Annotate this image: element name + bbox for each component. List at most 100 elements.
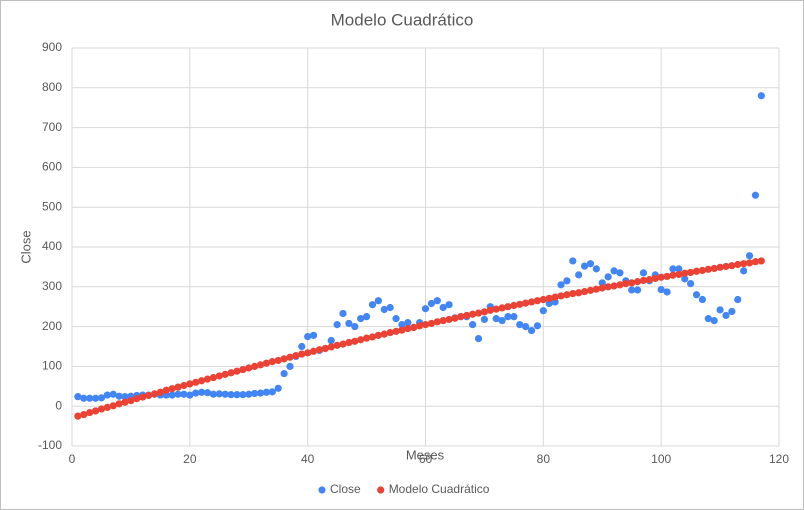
data-point: [569, 289, 577, 298]
data-point: [469, 310, 477, 318]
data-point: [598, 279, 606, 287]
x-tick-label: 100: [651, 452, 671, 466]
data-point: [616, 269, 624, 277]
data-point: [527, 326, 536, 335]
data-point: [492, 305, 500, 313]
data-point: [757, 257, 765, 265]
data-point: [745, 259, 754, 267]
data-point: [115, 392, 123, 400]
data-point: [333, 341, 341, 349]
data-point: [404, 319, 412, 327]
y-tick-label: 800: [42, 80, 62, 94]
data-point: [551, 293, 559, 301]
data-point: [745, 252, 754, 260]
data-point: [115, 400, 123, 408]
data-point: [339, 309, 347, 318]
data-point: [215, 372, 223, 380]
data-point: [433, 297, 441, 305]
data-point: [598, 284, 606, 292]
legend-label: Close: [330, 482, 361, 496]
data-point: [162, 386, 170, 394]
data-point: [669, 271, 677, 279]
data-point: [262, 359, 271, 367]
data-point: [580, 262, 589, 270]
data-point: [516, 300, 524, 308]
data-point: [651, 274, 659, 283]
x-tick-label: 20: [183, 452, 197, 466]
data-point: [681, 269, 689, 277]
data-point: [545, 299, 553, 308]
data-point: [368, 301, 377, 309]
data-point: [109, 390, 117, 398]
data-point: [751, 191, 760, 199]
data-point: [74, 393, 82, 401]
data-point: [716, 263, 724, 271]
data-point: [457, 313, 465, 321]
y-tick-label: 900: [42, 40, 62, 54]
data-point: [262, 388, 271, 396]
data-point: [345, 338, 353, 347]
data-point: [345, 319, 353, 328]
data-point: [563, 291, 571, 299]
y-axis-title: Close: [18, 230, 33, 263]
data-point: [463, 311, 471, 320]
data-point: [563, 277, 571, 285]
data-point: [221, 390, 229, 398]
data-point: [256, 389, 265, 397]
y-tick-label: 100: [42, 359, 62, 373]
data-point: [203, 389, 212, 397]
data-point: [103, 403, 111, 411]
data-point: [445, 301, 453, 309]
data-point: [657, 273, 665, 281]
data-point: [427, 319, 435, 328]
data-point: [451, 314, 459, 322]
data-point: [292, 352, 300, 360]
data-point: [357, 336, 365, 344]
data-point: [298, 350, 306, 358]
data-point: [634, 278, 642, 286]
data-point: [586, 286, 595, 294]
data-point: [716, 306, 724, 314]
data-point: [245, 390, 253, 398]
data-point: [91, 394, 100, 402]
data-point: [663, 272, 671, 281]
data-point: [516, 321, 524, 329]
data-point: [186, 391, 194, 399]
data-point: [687, 268, 695, 277]
data-point: [663, 288, 671, 296]
data-point: [392, 327, 400, 335]
data-point: [97, 405, 106, 413]
data-point: [628, 279, 636, 287]
data-point: [522, 323, 530, 331]
data-point: [433, 318, 441, 326]
data-point: [251, 362, 259, 370]
x-tick-label: 120: [769, 452, 789, 466]
data-point: [215, 390, 223, 398]
data-point: [728, 307, 736, 316]
data-point: [527, 298, 536, 306]
data-point: [533, 297, 542, 305]
data-point: [168, 385, 176, 393]
data-point: [628, 286, 636, 294]
data-point: [309, 347, 318, 355]
data-point: [439, 303, 447, 312]
data-point: [734, 260, 742, 269]
data-point: [557, 292, 565, 300]
data-point: [610, 282, 618, 290]
data-point: [256, 361, 265, 369]
data-point: [498, 304, 506, 312]
data-point: [150, 390, 159, 398]
data-point: [539, 307, 547, 315]
data-point: [309, 331, 318, 339]
data-point: [545, 294, 553, 302]
data-point: [239, 391, 247, 399]
data-point: [604, 283, 612, 291]
data-point: [144, 391, 153, 400]
data-point: [274, 384, 282, 392]
data-point: [622, 280, 630, 288]
data-point: [445, 315, 453, 324]
data-point: [675, 265, 683, 273]
data-point: [198, 388, 206, 396]
data-point: [91, 407, 100, 415]
data-point: [327, 343, 335, 351]
